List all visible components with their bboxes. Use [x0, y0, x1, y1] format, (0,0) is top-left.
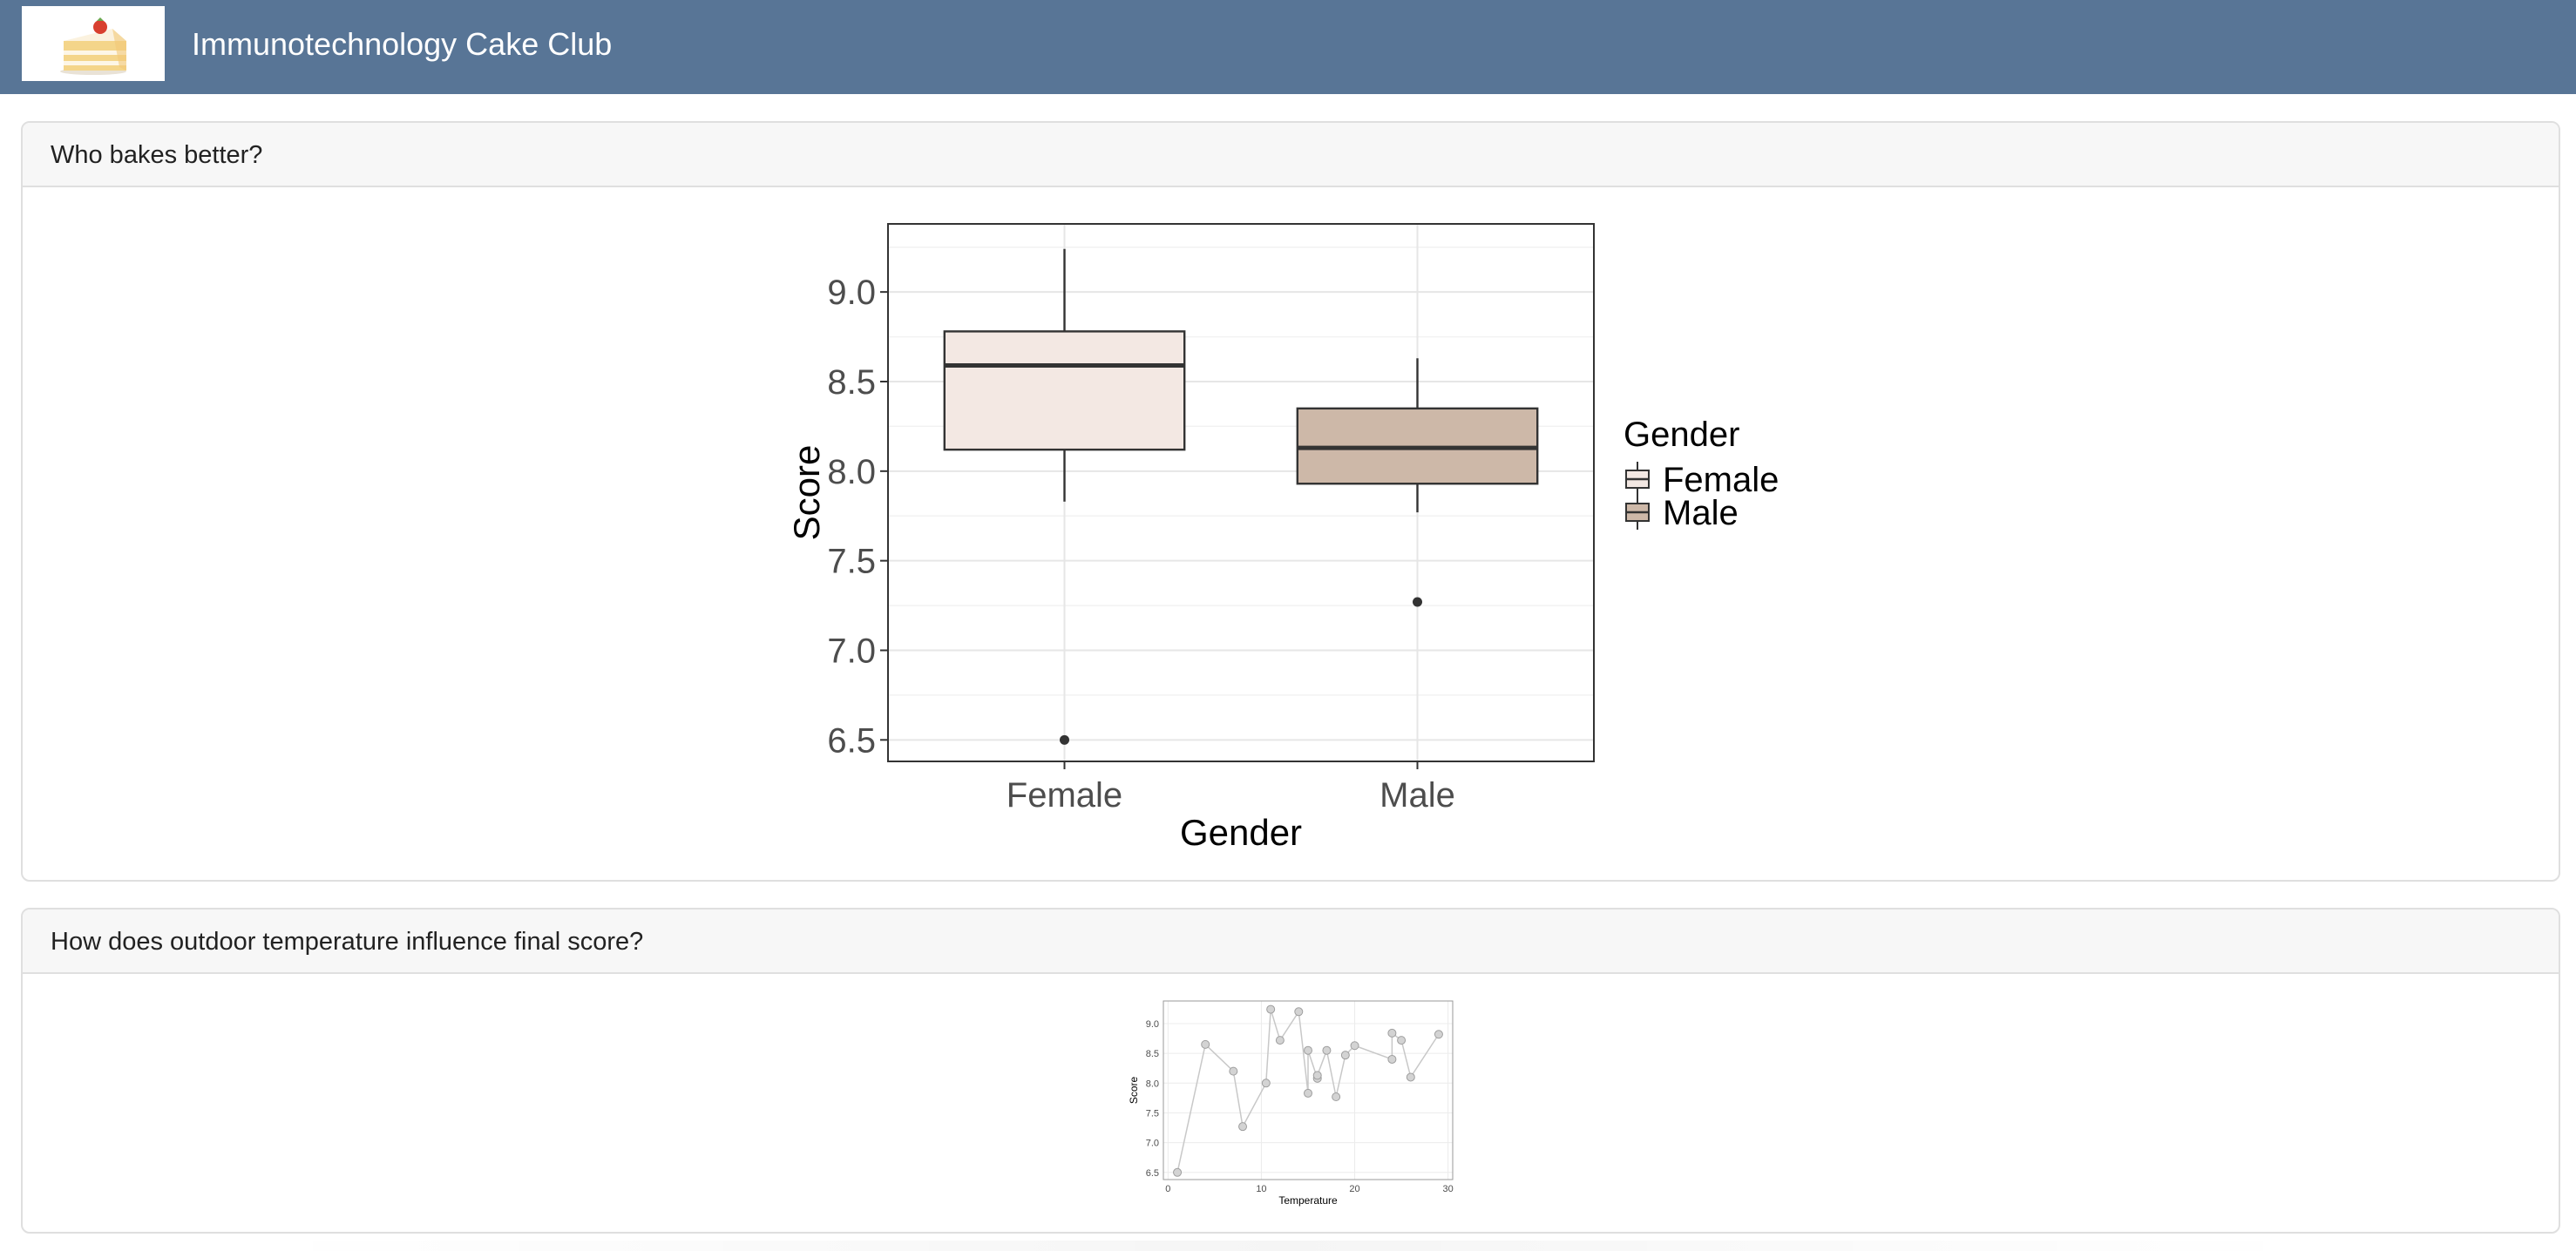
y-tick-label: 8.0	[827, 453, 876, 491]
y-tick-label: 7.0	[1146, 1139, 1159, 1149]
data-point	[1173, 1167, 1183, 1177]
y-tick-label: 7.0	[827, 632, 876, 670]
y-axis-title: Score	[786, 445, 827, 541]
data-point	[1275, 1036, 1285, 1045]
app-title: Immunotechnology Cake Club	[192, 26, 613, 62]
data-point	[1434, 1030, 1443, 1039]
card-body: 6.5 7.0 7.5 8.0 8.5 9.0 Female Male Gender Score G…	[23, 187, 2559, 880]
outlier-point	[1060, 734, 1069, 745]
data-point	[1332, 1092, 1341, 1102]
y-tick-label: 8.5	[827, 363, 876, 402]
data-point	[1229, 1066, 1238, 1076]
top-bar: Immunotechnology Cake Club	[0, 0, 2576, 94]
outlier-point	[1413, 597, 1422, 607]
card-title: How does outdoor temperature influence f…	[23, 910, 2559, 974]
x-tick-label: 0	[1165, 1184, 1170, 1194]
y-tick-label: 8.5	[1146, 1049, 1159, 1059]
logo[interactable]	[22, 6, 165, 81]
plot-border	[887, 223, 1595, 762]
data-point	[1201, 1039, 1210, 1049]
box-female	[943, 330, 1186, 451]
data-point	[1312, 1071, 1322, 1080]
legend-key-female	[1625, 462, 1650, 497]
x-tick-label: 10	[1256, 1184, 1266, 1194]
x-tick-label: 30	[1443, 1184, 1454, 1194]
legend-label: Male	[1663, 494, 1739, 532]
y-tick-label: 9.0	[1146, 1019, 1159, 1030]
temperature-score-chart: 6.5 7.0 7.5 8.0 8.5 9.0 0 10 20 30 Temperature Scor…	[1128, 1000, 1454, 1207]
x-tick-label: Male	[1380, 776, 1455, 815]
data-point	[1350, 1041, 1359, 1051]
x-axis-title: Gender	[1180, 812, 1302, 853]
card-title: Who bakes better?	[23, 123, 2559, 187]
plot-border	[1163, 1000, 1454, 1180]
y-tick-label: 8.0	[1146, 1079, 1159, 1089]
x-tick-label: Female	[1007, 776, 1122, 815]
data-point	[1322, 1045, 1332, 1055]
data-point	[1387, 1028, 1397, 1038]
card-body: 6.5 7.0 7.5 8.0 8.5 9.0 0 10 20 30 Temperature Scor…	[23, 974, 2559, 1232]
data-point	[1261, 1079, 1271, 1088]
y-tick-label: 7.5	[1146, 1108, 1159, 1119]
y-tick-label: 7.5	[827, 543, 876, 581]
card-temperature-score: How does outdoor temperature influence f…	[21, 908, 2560, 1234]
legend-label: Female	[1663, 461, 1779, 499]
data-point	[1387, 1054, 1397, 1064]
data-point	[1406, 1072, 1415, 1082]
x-tick-label: 20	[1349, 1184, 1359, 1194]
y-axis-title: Score	[1128, 1077, 1140, 1105]
card-who-bakes-better: Who bakes better? 6.5 7.0 7.5 8.0 8.5 9.0 Fema…	[21, 121, 2560, 882]
y-tick-label: 9.0	[827, 274, 876, 312]
y-tick-label: 6.5	[1146, 1168, 1159, 1179]
y-tick-label: 6.5	[827, 721, 876, 760]
data-point	[1304, 1045, 1312, 1055]
data-point	[1294, 1007, 1304, 1017]
plot-background	[888, 224, 1594, 761]
data-point	[1340, 1051, 1350, 1060]
page-shadow	[261, 1241, 2315, 1251]
data-point	[1397, 1036, 1407, 1045]
cake-icon	[60, 17, 126, 75]
data-point	[1266, 1004, 1276, 1014]
data-point	[1238, 1122, 1248, 1132]
x-axis-title: Temperature	[1278, 1194, 1338, 1207]
data-point	[1304, 1088, 1312, 1098]
legend-key-male	[1625, 495, 1650, 530]
legend-title: Gender	[1624, 416, 1739, 454]
